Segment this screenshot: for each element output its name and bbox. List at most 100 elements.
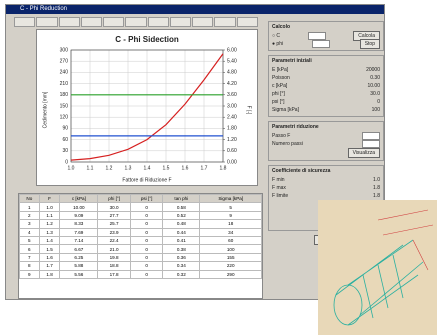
table-cell: 25.7 [98, 220, 131, 228]
column-header: psi [°] [131, 195, 163, 203]
x-tick-label: 1.6 [182, 165, 189, 171]
table-cell: 19.8 [98, 253, 131, 261]
x-tick-label: 1.3 [125, 165, 132, 171]
label: phi [276, 41, 283, 47]
tool-button[interactable] [36, 17, 57, 27]
input[interactable] [308, 32, 326, 40]
table-cell: 0.32 [163, 270, 200, 278]
table-cell: 1.1 [39, 211, 60, 219]
table-cell: 18 [200, 220, 262, 228]
field-value: 20000 [366, 67, 380, 73]
chart: C - Phi Sidection Fattore di Riduzione F… [36, 29, 258, 186]
column-header: F [39, 195, 60, 203]
field-row: E [kPa] 20000 [272, 66, 380, 74]
table-cell: 0 [131, 203, 163, 211]
y2-tick-label: 0.00 [227, 159, 237, 165]
table-cell: 1.3 [39, 228, 60, 236]
tool-button[interactable] [170, 17, 191, 27]
y2-tick-label: 5.40 [227, 59, 237, 65]
field-label: Sigma [kPa] [272, 107, 299, 113]
field-value: 100 [372, 107, 380, 113]
table-cell: 8 [20, 262, 40, 270]
table-cell: 0.36 [163, 253, 200, 261]
table-cell: 1.0 [39, 203, 60, 211]
table-cell: 0 [131, 228, 163, 236]
y-tick-label: 150 [60, 103, 69, 109]
tool-button[interactable] [192, 17, 213, 27]
y-axis-title: Cedimento [mm] [42, 91, 48, 128]
group-title: Coefficiente di sicurezza [272, 168, 380, 174]
y-tick-label: 300 [60, 47, 69, 53]
field-row: phi [°]30.0 [272, 90, 380, 98]
radio[interactable]: ○ C [272, 33, 280, 39]
tool-button[interactable] [59, 17, 80, 27]
field-row: Sigma [kPa] 100 [272, 106, 380, 114]
table-cell: 0 [131, 270, 163, 278]
title-bar: C - Phi Reduction [6, 5, 384, 14]
table-cell: 5 [20, 236, 40, 244]
table-cell: 220 [200, 262, 262, 270]
tool-button[interactable] [214, 17, 235, 27]
group-title: Calcolo [272, 24, 380, 30]
chart-title: C - Phi Sidection [115, 35, 179, 44]
table-cell: 17.8 [98, 270, 131, 278]
input[interactable] [362, 132, 380, 140]
tool-button[interactable] [148, 17, 169, 27]
y2-tick-label: 4.20 [227, 81, 237, 87]
button[interactable]: Stop [360, 39, 380, 49]
table-cell: 0 [131, 220, 163, 228]
table-cell: 5.88 [60, 262, 98, 270]
x-tick-label: 1.0 [68, 165, 75, 171]
table-cell: 8.33 [60, 220, 98, 228]
page: {"window":{"title":"C - Phi Reduction"},… [0, 0, 437, 335]
input[interactable] [362, 140, 380, 148]
table-cell: 0 [131, 253, 163, 261]
data-table: NoFc [kPa]phi [°]psi [°]tan phiSigma [kP… [18, 193, 263, 299]
label: C [276, 33, 280, 39]
table-cell: 2 [20, 211, 40, 219]
table-cell: 0 [131, 245, 163, 253]
table-cell: 22.4 [98, 236, 131, 244]
table-cell: 0.34 [163, 262, 200, 270]
button[interactable]: Visualizza [348, 148, 380, 158]
field-label: phi [°] [272, 91, 285, 97]
tool-button[interactable] [81, 17, 102, 27]
table-cell: 27.7 [98, 211, 131, 219]
tool-button[interactable] [237, 17, 258, 27]
table-cell: 5.56 [60, 270, 98, 278]
tool-button[interactable] [14, 17, 35, 27]
table-cell: 0.44 [163, 228, 200, 236]
field-label: E [kPa] [272, 67, 288, 73]
field-label: psi [°] [272, 99, 285, 105]
field-row: Poisson 0.30 [272, 74, 380, 82]
input[interactable] [312, 40, 330, 48]
tool-button[interactable] [103, 17, 124, 27]
field-label: Poisson [272, 75, 290, 81]
table-cell: 1.6 [39, 253, 60, 261]
table-cell: 0 [131, 211, 163, 219]
table-row: 61.56.6721.000.38100 [20, 245, 262, 253]
radio[interactable]: ● phi [272, 41, 283, 47]
x-tick-label: 1.8 [220, 165, 227, 171]
group-title: Parametri riduzione [272, 124, 380, 130]
field-label: F limite [272, 193, 288, 199]
table-cell: 1.5 [39, 245, 60, 253]
table-cell: 290 [200, 270, 262, 278]
table-cell: 5 [200, 203, 262, 211]
x-tick-label: 1.5 [163, 165, 170, 171]
column-header: tan phi [163, 195, 200, 203]
field-value: 0.30 [370, 75, 380, 81]
table-cell: 0.38 [163, 245, 200, 253]
tool-button[interactable] [125, 17, 146, 27]
column-header: c [kPa] [60, 195, 98, 203]
column-header: phi [°] [98, 195, 131, 203]
label: Numero passi [272, 141, 303, 147]
